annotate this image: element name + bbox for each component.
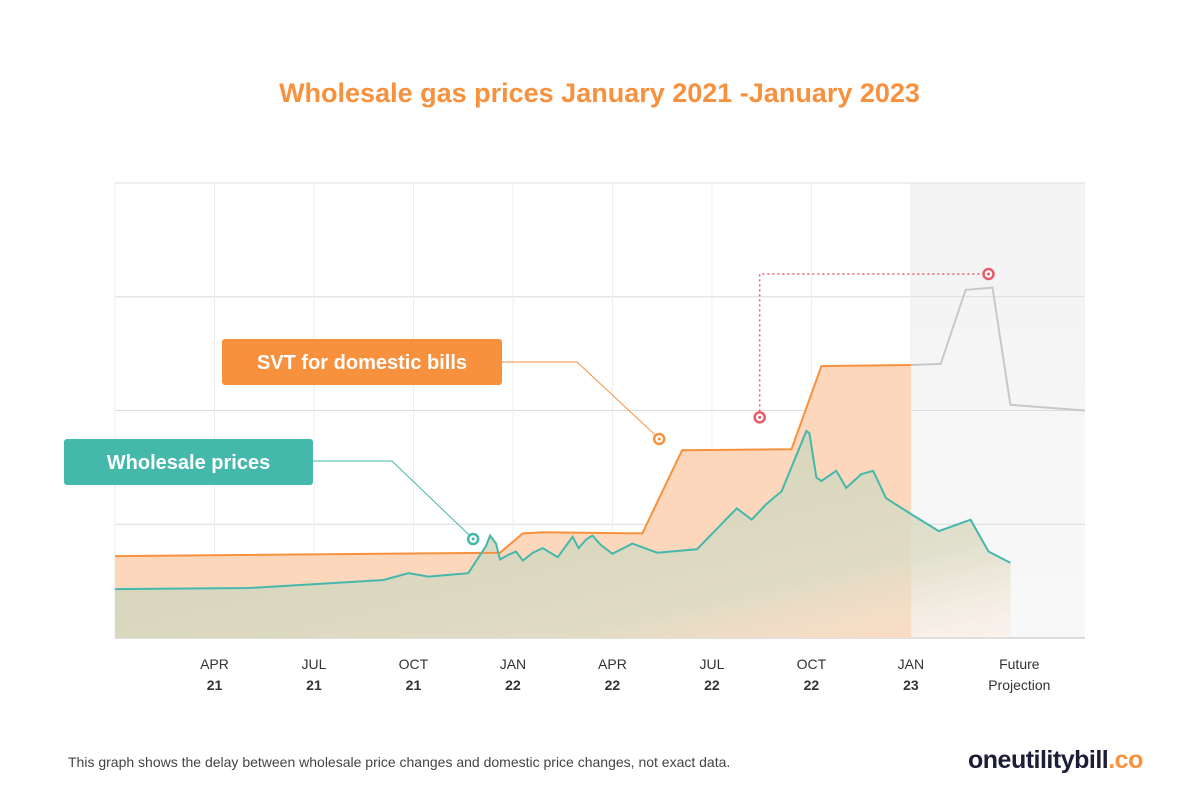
x-tick-label: OCT	[399, 656, 429, 672]
x-tick-sublabel: 21	[306, 677, 322, 693]
x-tick-sublabel: 22	[605, 677, 621, 693]
wholesale-label: Wholesale prices	[107, 452, 270, 474]
wholesale-line	[114, 429, 1011, 591]
chart-title: Wholesale gas prices January 2021 -Janua…	[279, 78, 920, 108]
marker-dot-2	[657, 437, 661, 441]
series-label-boxes: SVT for domestic bills Wholesale prices	[64, 339, 502, 485]
x-axis-ticks: APR 21 JUL 21 OCT 21 JAN 22 APR 22 JUL 22 OCT 22 JAN 23…	[200, 656, 1050, 693]
x-tick-label: OCT	[797, 656, 827, 672]
footnote: This graph shows the delay between whole…	[68, 754, 731, 770]
x-tick-sublabel: 22	[704, 677, 720, 693]
x-tick-sublabel: 22	[804, 677, 820, 693]
x-tick-label: APR	[598, 656, 627, 672]
svt-box	[222, 339, 502, 385]
x-tick-label: JAN	[898, 656, 924, 672]
brand-logo[interactable]: oneutilitybill.co	[968, 746, 1143, 775]
wholesale-box	[64, 439, 313, 485]
callout-connectors	[313, 273, 982, 536]
x-tick-sublabel: 23	[903, 677, 919, 693]
projection-callout-line	[758, 273, 982, 412]
x-tick-sublabel: 21	[207, 677, 223, 693]
x-tick-label: Future	[999, 656, 1040, 672]
x-tick-label: JUL	[302, 656, 327, 672]
x-tick-sublabel: 22	[505, 677, 521, 693]
marker-dot-4	[986, 272, 990, 276]
svt-line	[114, 364, 911, 558]
wholesale-callout-line	[313, 460, 470, 536]
wholesale-area	[115, 431, 1011, 638]
marker-dot-1	[471, 537, 475, 541]
markers	[466, 267, 995, 546]
projection-line	[910, 286, 1086, 412]
x-tick-sublabel: 21	[406, 677, 422, 693]
x-tick-label: JUL	[699, 656, 724, 672]
x-tick-label: APR	[200, 656, 229, 672]
brand-name: oneutilitybill	[968, 746, 1109, 774]
x-tick-label: JAN	[500, 656, 526, 672]
brand-suffix: .co	[1108, 746, 1143, 774]
marker-dot-3	[758, 415, 762, 419]
svt-callout-line	[502, 361, 656, 436]
x-tick-sublabel: Projection	[988, 677, 1050, 693]
svt-label: SVT for domestic bills	[257, 352, 467, 374]
